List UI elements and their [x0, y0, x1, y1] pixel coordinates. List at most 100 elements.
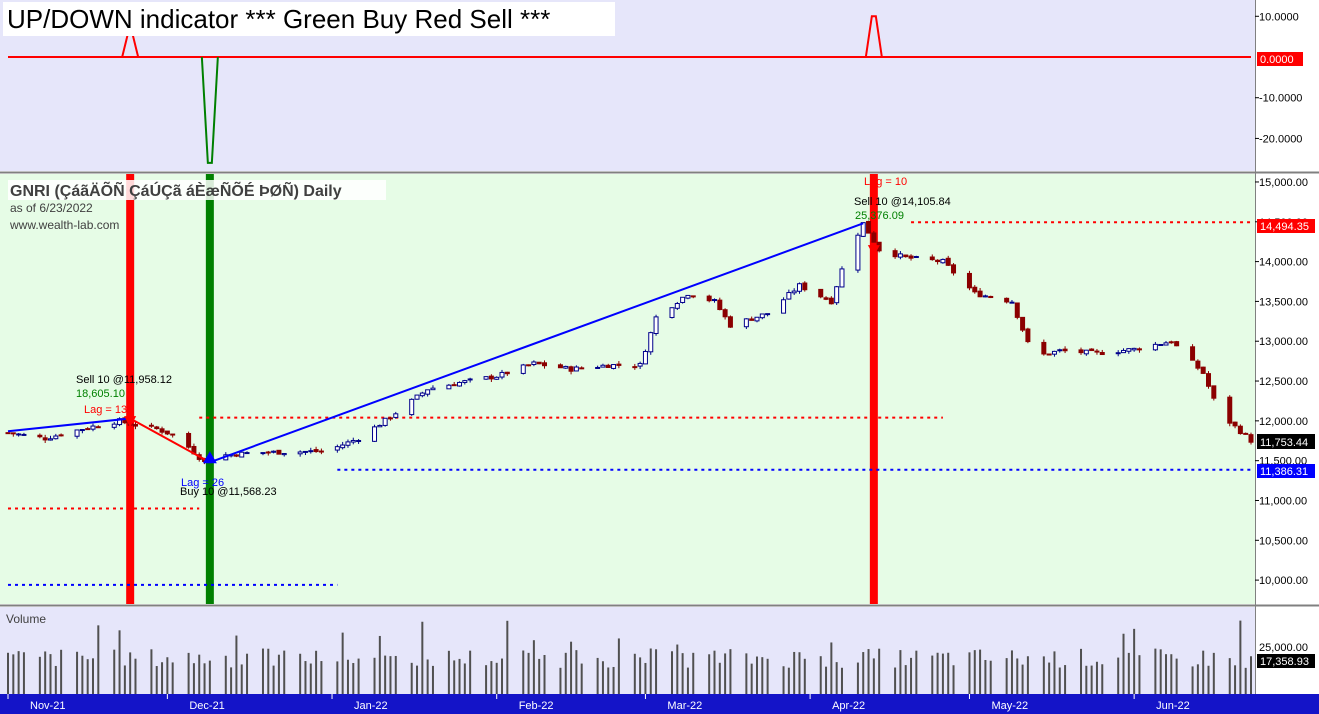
indicator-series	[8, 15, 1251, 164]
candle	[871, 231, 877, 243]
volume-bar	[830, 642, 833, 694]
volume-bar	[1138, 655, 1141, 694]
trend-line-1	[129, 417, 211, 464]
volume-bar	[952, 665, 955, 694]
candle	[446, 383, 452, 390]
volume-bar	[936, 652, 939, 694]
volume-bar	[246, 653, 249, 694]
candle	[74, 429, 80, 439]
candle	[1237, 424, 1243, 435]
volume-bar	[1010, 650, 1013, 694]
price-tick-label: 10,500.00	[1259, 535, 1308, 547]
sell2-sub: 25,376.09	[855, 210, 904, 222]
date-label-may-22: May-22	[991, 700, 1028, 712]
candle	[308, 447, 314, 454]
volume-bar	[670, 651, 673, 694]
candle	[265, 450, 271, 456]
volume-bar	[81, 655, 84, 694]
volume-bar	[60, 649, 63, 694]
candle	[16, 433, 22, 437]
candle	[568, 365, 574, 375]
volume-bar	[798, 652, 801, 694]
candle	[164, 430, 170, 436]
volume-bar	[676, 644, 679, 694]
candle	[281, 453, 287, 457]
volume-bar	[1228, 658, 1231, 694]
buy1-text: Buy 10 @11,568.23	[180, 486, 277, 498]
candle	[387, 417, 393, 421]
volume-bar	[272, 665, 275, 694]
candle	[834, 285, 840, 306]
candle	[1089, 348, 1095, 352]
candle	[318, 448, 324, 455]
volume-bar	[1175, 658, 1178, 694]
volume-bar	[12, 654, 15, 694]
candle	[892, 248, 898, 259]
volume-bar	[979, 649, 982, 694]
candle	[239, 451, 245, 458]
volume-bar	[1165, 654, 1168, 694]
volume-bar	[54, 665, 57, 694]
volume-bar	[410, 662, 413, 694]
volume-bar	[7, 652, 9, 694]
volume-bar	[787, 667, 790, 694]
volume-bar	[655, 649, 658, 694]
candle	[940, 258, 946, 264]
volume-bar	[267, 648, 270, 694]
volume-bar	[161, 662, 164, 694]
candle	[690, 295, 696, 299]
candle	[818, 288, 824, 299]
volume-bar	[315, 650, 318, 694]
candle	[526, 364, 532, 367]
price-tick-label: 10,000.00	[1259, 575, 1308, 587]
volume-bar	[155, 666, 158, 694]
volume-bar	[755, 656, 758, 694]
volume-bar	[171, 662, 174, 694]
volume-bar	[44, 651, 47, 694]
indicator-tick-label: -10.0000	[1259, 93, 1302, 105]
volume-bar	[22, 652, 25, 694]
volume-bar	[1016, 658, 1019, 694]
date-label-dec-21: Dec-21	[189, 700, 224, 712]
volume-bar	[389, 656, 392, 694]
volume-bar	[1058, 667, 1061, 694]
candle	[711, 298, 717, 303]
indicator-spike-1	[200, 56, 219, 164]
volume-bar	[692, 652, 695, 694]
volume-bar	[1048, 662, 1051, 694]
candle	[680, 296, 686, 304]
volume-bar	[299, 653, 302, 694]
volume-bar	[378, 635, 381, 694]
volume-bar	[198, 654, 201, 694]
volume-bar	[1095, 661, 1098, 694]
volume-bar	[1080, 648, 1083, 694]
price-tick-label: 14,000.00	[1259, 257, 1308, 269]
candle	[653, 314, 659, 336]
candle	[1099, 349, 1105, 356]
candle	[58, 433, 64, 437]
volume-bar	[543, 655, 546, 694]
candle	[1094, 348, 1100, 355]
volume-bar	[803, 658, 806, 694]
volume-bar	[910, 657, 913, 694]
volume-bar	[639, 657, 642, 694]
trend-lines	[7, 222, 864, 464]
resistance-badge	[1257, 219, 1315, 233]
volume-bar	[113, 649, 116, 694]
volume-bar	[1005, 658, 1008, 694]
volume-bar	[1117, 657, 1120, 694]
candle	[1051, 350, 1057, 357]
candle	[1168, 340, 1174, 344]
volume-bar	[277, 654, 280, 694]
as-of-date: as of 6/23/2022	[10, 201, 93, 215]
candle	[111, 421, 117, 430]
volume-bar	[17, 651, 20, 694]
date-label-apr-22: Apr-22	[832, 700, 865, 712]
volume-bar	[931, 655, 934, 694]
volume-bar	[825, 666, 828, 694]
candle	[531, 360, 537, 367]
candle	[727, 315, 733, 328]
volume-bar	[607, 667, 610, 694]
volume-bar	[782, 666, 785, 694]
volume-bar	[984, 659, 987, 694]
